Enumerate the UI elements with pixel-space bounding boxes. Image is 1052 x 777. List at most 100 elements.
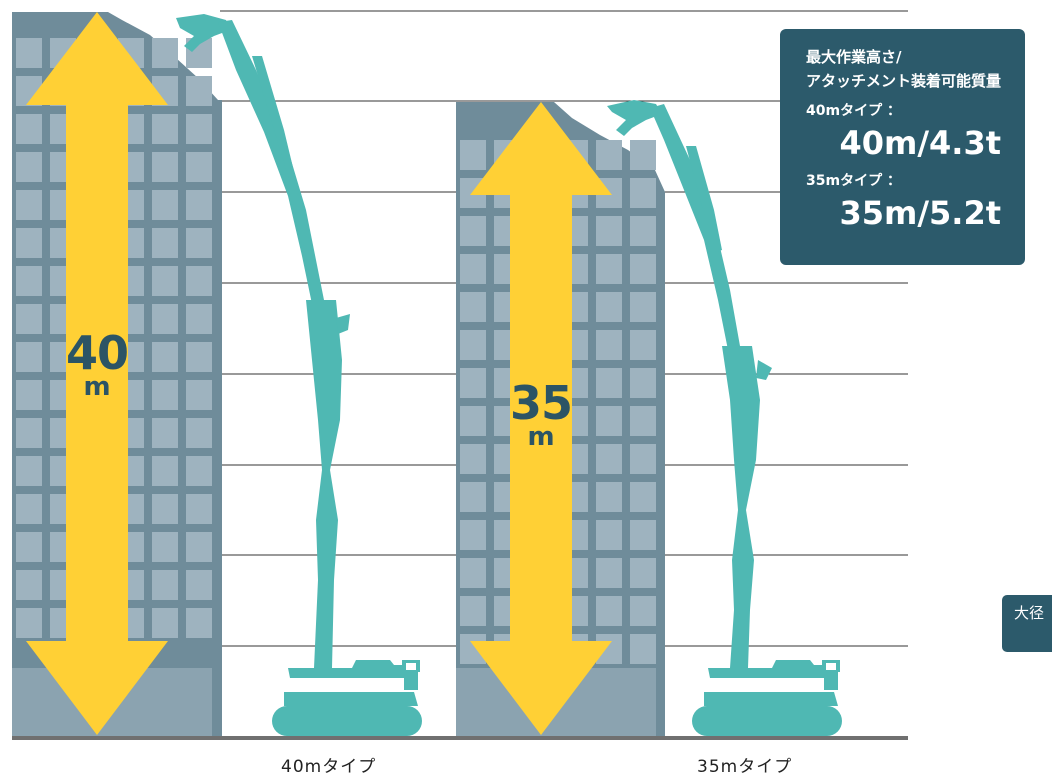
- building-window: [460, 254, 486, 284]
- building-window: [16, 266, 42, 296]
- building-window: [16, 608, 42, 638]
- building-window: [152, 532, 178, 562]
- building-window: [186, 380, 212, 410]
- building-window: [152, 304, 178, 334]
- arrow-40m-unit: m: [83, 372, 111, 402]
- building-window: [186, 152, 212, 182]
- building-window: [186, 114, 212, 144]
- building-window: [630, 368, 656, 398]
- building-window: [16, 532, 42, 562]
- building-window: [186, 608, 212, 638]
- building-window: [152, 266, 178, 296]
- building-window: [16, 418, 42, 448]
- building-window: [630, 558, 656, 588]
- building-window: [460, 520, 486, 550]
- building-window: [16, 304, 42, 334]
- building-window: [596, 406, 622, 436]
- building-window: [630, 254, 656, 284]
- building-window: [596, 368, 622, 398]
- building-window: [460, 292, 486, 322]
- building-window: [186, 532, 212, 562]
- arrow-40m-label: 40 m: [62, 330, 132, 400]
- building-window: [596, 254, 622, 284]
- height-arrow-35m: [470, 102, 612, 735]
- building-window: [16, 190, 42, 220]
- building-window: [630, 330, 656, 360]
- arrow-35m-unit: m: [527, 422, 555, 452]
- caption-40m-type: 40mタイプ: [281, 757, 377, 777]
- building-window: [152, 570, 178, 600]
- building-window: [630, 406, 656, 436]
- building-window: [630, 140, 656, 170]
- building-window: [630, 596, 656, 626]
- arrow-35m-label: 35 m: [506, 380, 576, 450]
- building-window: [630, 216, 656, 246]
- building-window: [460, 368, 486, 398]
- building-window: [460, 596, 486, 626]
- building-window: [152, 418, 178, 448]
- building-window: [630, 178, 656, 208]
- building-window: [16, 456, 42, 486]
- building-window: [186, 418, 212, 448]
- spec-type35-value: 35m/5.2t: [839, 194, 1001, 232]
- building-window: [596, 520, 622, 550]
- building-window: [152, 38, 178, 68]
- demolition-machine-40m: [176, 14, 422, 736]
- building-window: [186, 304, 212, 334]
- building-window: [16, 342, 42, 372]
- building-window: [596, 140, 622, 170]
- building-window: [596, 330, 622, 360]
- building-window: [16, 494, 42, 524]
- building-window: [460, 558, 486, 588]
- building-window: [460, 330, 486, 360]
- building-window: [460, 406, 486, 436]
- building-window: [152, 342, 178, 372]
- building-window: [460, 482, 486, 512]
- building-window: [152, 380, 178, 410]
- building-window: [596, 596, 622, 626]
- building-window: [152, 228, 178, 258]
- building-window: [630, 634, 656, 664]
- building-window: [186, 494, 212, 524]
- building-window: [16, 152, 42, 182]
- building-window: [186, 190, 212, 220]
- building-window: [152, 608, 178, 638]
- spec-panel: 最大作業高さ/ アタッチメント装着可能質量 40mタイプ ： 40m/4.3t …: [780, 29, 1025, 265]
- spec-type35-label: 35mタイプ ：: [806, 173, 901, 189]
- building-window: [152, 456, 178, 486]
- building-window: [16, 570, 42, 600]
- spec-type40-label: 40mタイプ ：: [806, 103, 901, 119]
- building-window: [186, 570, 212, 600]
- building-window: [16, 380, 42, 410]
- building-window: [186, 228, 212, 258]
- demolition-machine-35m: [607, 100, 842, 736]
- building-window: [186, 266, 212, 296]
- spec-type40-value: 40m/4.3t: [839, 124, 1001, 162]
- building-window: [630, 520, 656, 550]
- building-window: [16, 38, 42, 68]
- building-window: [186, 342, 212, 372]
- height-arrow-40m: [26, 12, 168, 735]
- building-window: [596, 482, 622, 512]
- building-window: [630, 292, 656, 322]
- arrow-40m-number: 40: [65, 326, 129, 380]
- building-window: [152, 494, 178, 524]
- building-window: [630, 482, 656, 512]
- building-window: [596, 292, 622, 322]
- building-window: [460, 216, 486, 246]
- building-window: [16, 228, 42, 258]
- building-window: [630, 444, 656, 474]
- side-tab-button[interactable]: 大径: [1002, 595, 1052, 652]
- building-window: [460, 140, 486, 170]
- arrow-35m-number: 35: [509, 376, 573, 430]
- building-window: [152, 152, 178, 182]
- caption-35m-type: 35mタイプ: [697, 757, 793, 777]
- side-tab-label: 大径: [1014, 604, 1045, 622]
- building-window: [596, 444, 622, 474]
- spec-title-line1: 最大作業高さ/: [806, 48, 902, 66]
- building-window: [596, 216, 622, 246]
- building-window: [152, 114, 178, 144]
- building-window: [596, 558, 622, 588]
- building-window: [460, 444, 486, 474]
